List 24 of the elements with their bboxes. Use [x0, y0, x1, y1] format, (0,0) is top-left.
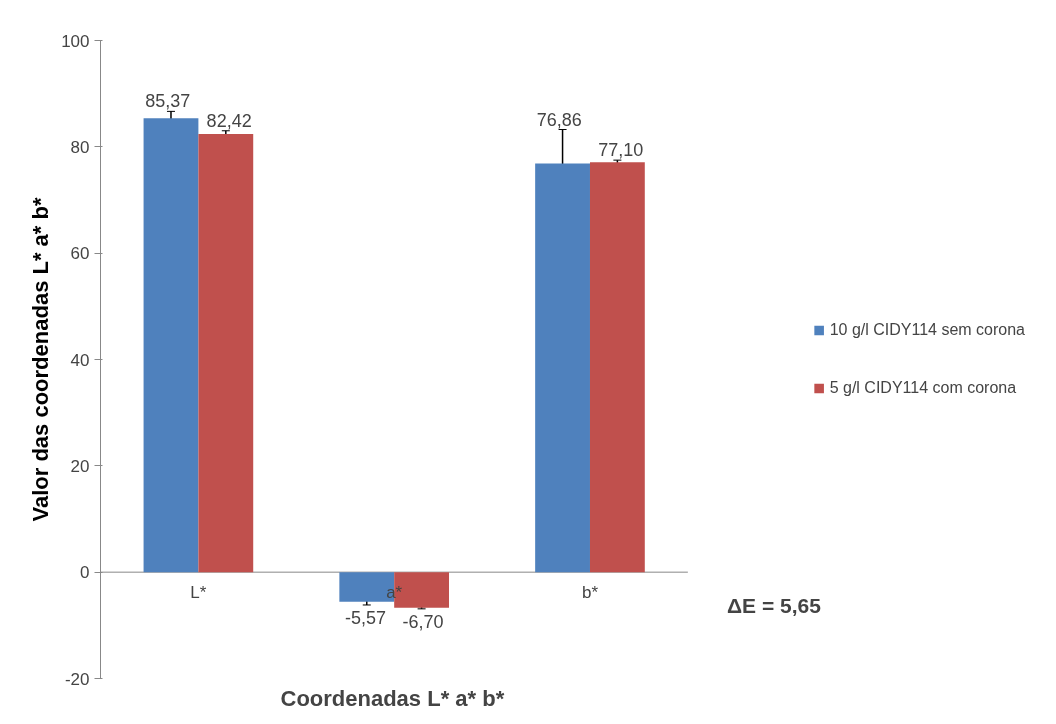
- bar: [535, 163, 590, 573]
- x-tick-label: b*: [581, 583, 599, 603]
- data-label: 76,86: [536, 109, 582, 130]
- text: ΔE = 5,65: [727, 594, 822, 618]
- bar: [589, 162, 645, 573]
- bar: [143, 118, 199, 573]
- legend-label: 10 g/l CIDY114 sem corona: [829, 321, 1025, 339]
- data-label: 85,37: [145, 91, 191, 112]
- data-label: 77,10: [598, 140, 644, 161]
- y-tick-label: 40: [70, 350, 90, 370]
- bar: [198, 133, 254, 573]
- y-tick-label: 20: [70, 456, 90, 476]
- y-tick-label: 60: [70, 244, 90, 264]
- y-axis-title: Valor das coordenadas L* a* b*: [28, 197, 54, 522]
- x-tick-label: L*: [190, 583, 207, 603]
- y-tick-label: 100: [61, 31, 90, 51]
- y-tick-label: -20: [64, 669, 90, 689]
- legend-label: 5 g/l CIDY114 com corona: [829, 379, 1017, 397]
- y-tick-label: 80: [70, 137, 90, 157]
- data-label: -5,57: [344, 607, 386, 628]
- x-axis-title: Coordenadas L* a* b*: [280, 685, 505, 711]
- data-label: -6,70: [402, 611, 444, 632]
- y-tick-label: 0: [80, 563, 90, 583]
- data-label: 82,42: [206, 110, 252, 131]
